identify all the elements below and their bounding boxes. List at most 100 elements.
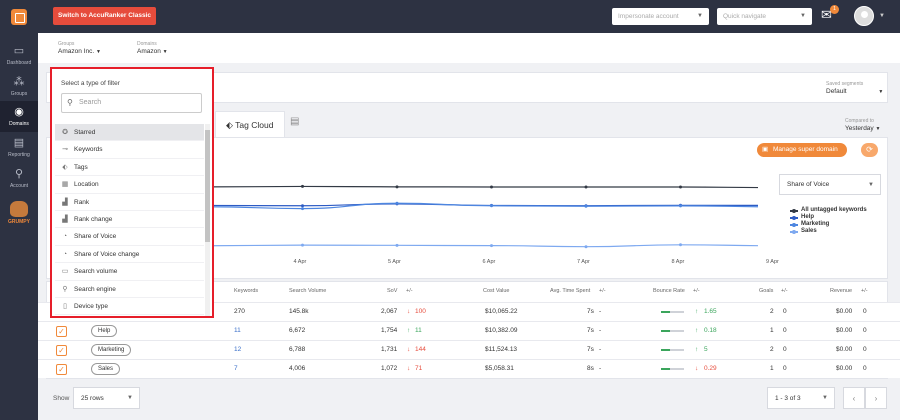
data-point[interactable] [584, 204, 588, 208]
filter-type-rank-change[interactable]: ▟ Rank change [55, 211, 204, 229]
pagination-select[interactable]: 1 - 3 of 3 ▼ [767, 387, 835, 409]
envelope-icon[interactable]: ✉ [821, 7, 832, 22]
groups-crumb[interactable]: Groups Amazon Inc. ▼ [58, 40, 101, 56]
avatar[interactable] [854, 6, 874, 26]
sidebar-item-groups[interactable]: ⁂ Groups [0, 71, 38, 102]
filter-type-keywords[interactable]: ⊸ Keywords [55, 141, 204, 159]
data-point[interactable] [395, 243, 399, 247]
legend-item-marketing[interactable]: Marketing [790, 221, 867, 228]
filter-type-share-of-voice[interactable]: ◔ Share of Voice [55, 228, 204, 246]
domains-icon: ◉ [14, 106, 24, 118]
filter-type-rank[interactable]: ▟ Rank [55, 194, 204, 211]
filter-type-share-of-voice-change[interactable]: ◔ Share of Voice change [55, 246, 204, 264]
groups-crumb-value: Amazon Inc. ▼ [58, 48, 101, 56]
filter-type-device-type[interactable]: ▯ Device type [55, 298, 204, 316]
chevron-right-icon: › [874, 394, 878, 403]
legend-item-help[interactable]: Help [790, 214, 867, 221]
data-point[interactable] [301, 204, 304, 208]
data-point[interactable] [395, 185, 399, 189]
tag-pill[interactable]: Help [91, 325, 118, 337]
filter-list-scrollbar[interactable] [205, 124, 210, 316]
th-avg-time[interactable]: Avg. Time Spent [550, 288, 591, 294]
keywords-count[interactable]: 11 [234, 327, 241, 334]
data-point[interactable] [679, 204, 682, 208]
tag-pill[interactable]: Marketing [91, 344, 132, 356]
th-search-volume[interactable]: Search Volume [289, 288, 327, 294]
domains-crumb[interactable]: Domains Amazon ▼ [137, 40, 168, 56]
next-page-button[interactable]: › [865, 387, 887, 409]
tab-list-icon[interactable]: ▤ [290, 116, 300, 127]
th-cost-value[interactable]: Cost Value [483, 288, 510, 294]
filter-type-tags[interactable]: ⬖ Tags [55, 159, 204, 177]
notification-badge: 1 [830, 5, 839, 14]
keywords-count[interactable]: 12 [234, 346, 242, 353]
accuranker-logo[interactable] [11, 9, 27, 25]
scrollbar-thumb[interactable] [205, 130, 210, 242]
th-revenue[interactable]: Revenue [830, 288, 853, 294]
row-checkbox[interactable]: ✓ [56, 345, 67, 356]
filter-type-location[interactable]: ▦ Location [55, 176, 204, 194]
table-row[interactable]: ✓ Marketing 12 6,788 1,731 ↓ 144 $11,524.13 7s - ↑… [38, 340, 900, 359]
metric-select[interactable]: Share of Voice ▼ [779, 174, 881, 195]
th-bounce-rate[interactable]: Bounce Rate [653, 288, 685, 294]
quick-navigate-select[interactable]: Quick navigate ▼ [717, 8, 812, 25]
legend-item-untagged[interactable]: All untagged keywords [790, 207, 867, 214]
data-point[interactable] [679, 243, 682, 247]
arrow-up-icon: ↑ [695, 327, 699, 334]
switch-classic-button[interactable]: Switch to AccuRanker Classic [53, 7, 156, 25]
sidebar-item-account[interactable]: ⚲ Account [0, 163, 38, 194]
chevron-down-icon[interactable]: ▼ [879, 13, 885, 19]
data-point[interactable] [490, 185, 493, 189]
filter-type-starred[interactable]: ✪ Starred [55, 124, 204, 142]
grumpy-link[interactable]: GRUMPY [0, 201, 38, 225]
data-point[interactable] [301, 207, 304, 211]
bounce-rate-fill [661, 349, 671, 351]
data-point[interactable] [301, 243, 304, 247]
tag-pill[interactable]: Sales [91, 363, 121, 375]
chevron-down-icon: ▼ [95, 49, 101, 55]
sidebar-item-dashboard[interactable]: ▭ Dashboard [0, 40, 38, 71]
filter-type-search-engine[interactable]: ⚲ Search engine [55, 281, 204, 298]
filter-search-placeholder: Search [79, 99, 102, 106]
data-point[interactable] [490, 244, 493, 248]
th-goals-change[interactable]: +/- [781, 288, 788, 294]
series-line-0 [207, 185, 758, 189]
th-revenue-change[interactable]: +/- [861, 288, 868, 294]
saved-segments-select[interactable]: Saved segments Default ▼ [826, 80, 883, 96]
data-point[interactable] [584, 185, 588, 189]
keywords-count[interactable]: 7 [234, 365, 238, 372]
filter-type-search-volume[interactable]: ▭ Search volume [55, 263, 204, 281]
manage-super-domain-button[interactable]: ▣ Manage super domain [757, 143, 847, 157]
impersonate-account-select[interactable]: Impersonate account ▼ [612, 8, 709, 25]
sidebar-item-reporting[interactable]: ▤ Reporting [0, 132, 38, 163]
data-point[interactable] [584, 245, 588, 249]
legend-item-sales[interactable]: Sales [790, 228, 867, 235]
row-checkbox[interactable]: ✓ [56, 364, 67, 375]
table-row[interactable]: 270 145.8k 2,067 ↓ 100 $10,065.22 7s - ↑ 1.65 2 0 $0… [38, 302, 900, 321]
prev-page-button[interactable]: ‹ [843, 387, 865, 409]
refresh-icon[interactable]: ⟳ [861, 143, 878, 157]
monitor-icon: ▭ [13, 45, 25, 57]
data-point[interactable] [395, 201, 399, 205]
data-point[interactable] [679, 185, 682, 189]
th-time-change[interactable]: +/- [599, 288, 606, 294]
row-checkbox[interactable]: ✓ [56, 326, 67, 337]
cost-value: $11,524.13 [485, 346, 518, 353]
revenue-change: 0 [863, 365, 867, 372]
share-of-voice: 1,731 [381, 346, 398, 353]
search-volume: 6,788 [289, 346, 306, 353]
th-keywords[interactable]: Keywords [234, 288, 259, 294]
th-sov-change[interactable]: +/- [406, 288, 413, 294]
table-row[interactable]: ✓ Help 11 6,672 1,754 ↑ 11 $10,382.09 7s - ↑ 0.18 1 0… [38, 321, 900, 340]
table-row[interactable]: ✓ Sales 7 4,006 1,072 ↓ 71 $5,058.31 8s - ↓ 0.29 1 0 $… [38, 359, 900, 378]
data-point[interactable] [490, 204, 493, 208]
tab-tag-cloud[interactable]: ⬖ Tag Cloud [215, 111, 285, 137]
compared-to-select[interactable]: Compared to Yesterday ▼ [845, 117, 880, 133]
sidebar-item-domains[interactable]: ◉ Domains [0, 101, 38, 132]
th-goals[interactable]: Goals [759, 288, 774, 294]
filter-search-input[interactable]: ⚲ Search [61, 93, 202, 113]
rows-per-page-select[interactable]: 25 rows ▼ [73, 387, 140, 409]
th-sov[interactable]: SoV [387, 288, 398, 294]
data-point[interactable] [301, 184, 304, 188]
th-bounce-change[interactable]: +/- [693, 288, 700, 294]
